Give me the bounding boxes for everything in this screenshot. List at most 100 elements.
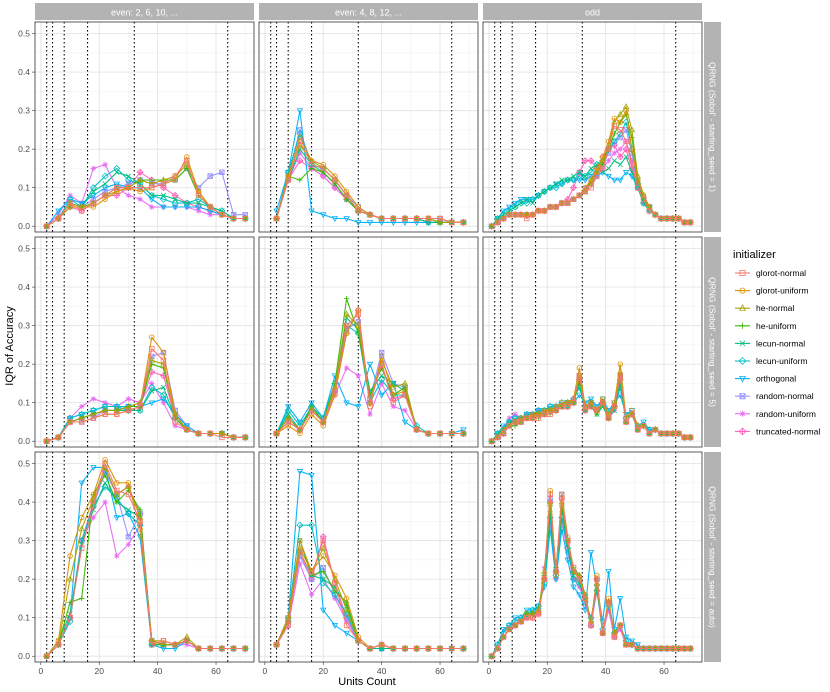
data-point-lecun-normal xyxy=(617,161,623,168)
data-point-random-uniform xyxy=(332,595,338,602)
data-point-random-uniform xyxy=(184,641,190,648)
data-point-glorot-normal xyxy=(529,211,536,218)
data-point-glorot-normal xyxy=(137,518,143,525)
data-point-glorot-uniform xyxy=(102,457,108,463)
data-point-he-normal xyxy=(617,110,624,117)
data-point-glorot-uniform xyxy=(600,396,606,402)
data-point-orthogonal xyxy=(605,173,612,180)
data-point-glorot-normal xyxy=(623,419,629,425)
x-tick-label: 20 xyxy=(319,666,329,676)
panel-border xyxy=(34,451,255,663)
data-point-glorot-normal xyxy=(219,434,225,441)
data-point-he-normal xyxy=(273,214,280,221)
data-point-glorot-normal xyxy=(449,430,455,437)
legend-item-glorot-uniform: glorot-uniform xyxy=(735,286,808,296)
x-tick-label: 0 xyxy=(262,666,267,676)
data-point-lecun-uniform xyxy=(511,414,519,422)
data-point-lecun-normal xyxy=(605,165,612,172)
y-tick-label: 0.3 xyxy=(18,106,30,116)
data-point-lecun-normal xyxy=(623,154,629,160)
data-point-he-normal xyxy=(599,629,606,636)
data-point-orthogonal xyxy=(634,642,641,649)
data-point-he-normal xyxy=(436,218,444,225)
data-point-glorot-uniform xyxy=(600,154,606,160)
data-point-glorot-normal xyxy=(67,614,73,621)
data-point-random-uniform xyxy=(297,150,303,156)
data-point-glorot-normal xyxy=(605,599,612,605)
series-line-glorot-normal xyxy=(276,313,464,435)
panel-background xyxy=(483,452,702,662)
data-point-glorot-normal xyxy=(67,419,73,425)
panel-border xyxy=(258,236,479,448)
data-point-glorot-normal xyxy=(529,614,536,621)
data-point-orthogonal xyxy=(183,204,191,211)
data-point-orthogonal xyxy=(308,400,315,407)
data-point-glorot-normal xyxy=(681,645,688,652)
data-point-glorot-normal xyxy=(512,211,518,218)
data-point-glorot-normal xyxy=(43,653,50,659)
data-point-glorot-uniform xyxy=(553,572,559,579)
data-point-random-uniform xyxy=(576,584,583,590)
data-point-random-uniform xyxy=(343,618,350,625)
data-point-glorot-normal xyxy=(125,184,132,191)
legend-label: lecun-uniform xyxy=(756,356,808,366)
data-point-glorot-normal xyxy=(90,200,97,206)
data-point-glorot-normal xyxy=(559,403,565,410)
data-point-glorot-normal xyxy=(90,415,97,421)
data-point-orthogonal xyxy=(113,515,120,522)
data-point-glorot-normal xyxy=(541,411,548,417)
data-point-glorot-uniform xyxy=(617,361,623,367)
data-point-glorot-normal xyxy=(413,426,420,433)
data-point-glorot-normal xyxy=(582,188,588,195)
data-point-random-uniform xyxy=(90,165,97,172)
data-point-orthogonal xyxy=(171,204,179,211)
data-point-glorot-normal xyxy=(437,215,443,222)
x-tick-label: 0 xyxy=(486,666,491,676)
data-point-glorot-normal xyxy=(160,181,167,187)
data-point-glorot-normal xyxy=(547,204,553,210)
legend-key-marker xyxy=(739,269,746,276)
data-point-random-uniform xyxy=(617,146,623,152)
data-point-orthogonal xyxy=(90,465,97,472)
data-point-glorot-normal xyxy=(600,399,606,406)
data-point-glorot-uniform xyxy=(297,537,303,544)
data-point-he-normal xyxy=(500,429,507,436)
data-point-random-uniform xyxy=(160,399,167,406)
data-point-orthogonal xyxy=(378,392,385,399)
y-tick-label: 0.0 xyxy=(18,436,30,446)
data-point-random-uniform xyxy=(378,380,385,387)
data-point-glorot-uniform xyxy=(524,211,530,218)
data-point-glorot-normal xyxy=(652,211,658,218)
data-point-he-normal xyxy=(160,641,167,647)
data-point-glorot-normal xyxy=(564,537,571,544)
data-point-random-uniform xyxy=(78,403,85,410)
data-point-orthogonal xyxy=(331,216,339,223)
x-tick-label: 0 xyxy=(38,666,43,676)
legend-key-marker xyxy=(738,304,747,311)
legend-key-marker xyxy=(739,410,746,417)
x-axis-label: Units Count xyxy=(338,676,395,688)
data-point-truncated-normal xyxy=(581,157,589,165)
legend-key-marker xyxy=(739,287,746,294)
data-point-glorot-uniform xyxy=(137,188,143,195)
data-point-random-uniform xyxy=(102,399,108,406)
data-point-glorot-normal xyxy=(664,645,670,652)
data-point-lecun-uniform xyxy=(569,176,578,184)
data-point-random-uniform xyxy=(564,549,571,555)
data-point-he-normal xyxy=(494,644,501,651)
data-point-random-uniform xyxy=(102,161,108,168)
data-point-glorot-normal xyxy=(102,460,108,467)
data-point-glorot-normal xyxy=(535,208,542,214)
data-point-glorot-uniform xyxy=(559,491,565,498)
data-point-orthogonal xyxy=(587,549,595,556)
y-tick-label: 0.0 xyxy=(18,651,30,661)
data-point-lecun-uniform xyxy=(546,402,554,411)
data-point-glorot-uniform xyxy=(582,184,588,191)
data-point-lecun-normal xyxy=(320,576,326,582)
data-point-orthogonal xyxy=(617,596,624,603)
data-point-orthogonal xyxy=(66,415,74,422)
data-point-glorot-uniform xyxy=(617,119,623,125)
data-point-orthogonal xyxy=(564,557,571,564)
data-point-glorot-normal xyxy=(564,200,571,206)
data-point-orthogonal xyxy=(148,400,156,407)
